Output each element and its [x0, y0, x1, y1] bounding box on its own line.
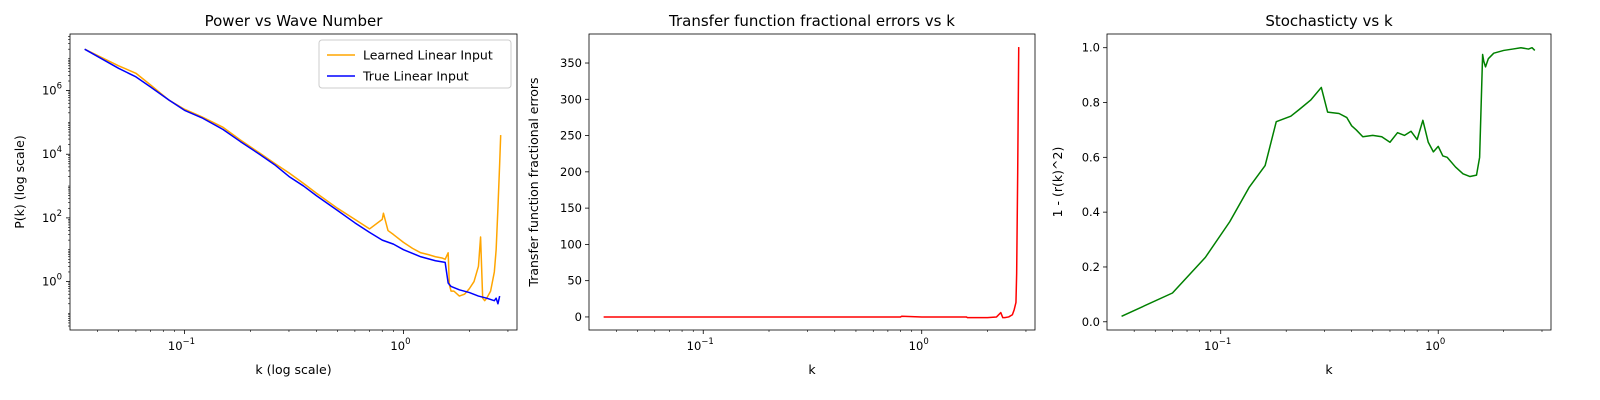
axes-frame: [588, 33, 1036, 331]
x-axis-label: k (log scale): [255, 362, 331, 377]
y-tick-exponent: 0: [57, 273, 62, 283]
x-tick-base: 10: [390, 339, 405, 353]
x-tick-exponent: 0: [1440, 337, 1445, 347]
series-line-1-0: [603, 47, 1020, 319]
y-axis-label: Transfer function fractional errors: [526, 77, 541, 287]
x-tick-label: 100: [909, 337, 929, 353]
y-tick-label: 0.0: [1082, 315, 1100, 329]
y-tick-exponent: 4: [57, 145, 62, 155]
y-tick-base: 10: [42, 84, 57, 98]
y-tick-exponent: 2: [57, 209, 62, 219]
x-tick-base: 10: [1425, 339, 1440, 353]
axes-frame: [69, 33, 518, 331]
x-tick-label: 100: [390, 337, 410, 353]
legend-label: True Linear Input: [362, 69, 469, 84]
y-tick-label: 0.6: [1082, 150, 1100, 164]
y-tick-base: 10: [42, 211, 57, 225]
y-tick-exponent: 6: [57, 82, 62, 92]
legend-label: Learned Linear Input: [363, 48, 493, 63]
y-tick-label: 0.8: [1082, 96, 1100, 110]
x-tick-label: 10−1: [168, 337, 195, 353]
y-tick-label: 0: [575, 310, 582, 324]
y-tick-label: 100: [560, 237, 582, 251]
y-tick-label: 102: [42, 209, 62, 225]
y-tick-label: 0.4: [1082, 205, 1100, 219]
x-tick-exponent: −1: [701, 337, 714, 347]
y-tick-label: 0.2: [1082, 260, 1100, 274]
x-tick-exponent: 0: [923, 337, 928, 347]
x-tick-label: 100: [1425, 337, 1445, 353]
x-tick-exponent: 0: [405, 337, 410, 347]
chart-title: Transfer function fractional errors vs k: [668, 12, 955, 30]
legend-box: [318, 39, 512, 89]
x-tick-label: 10−1: [1204, 337, 1231, 353]
y-tick-label: 104: [42, 145, 62, 161]
series-line-2-0: [1121, 46, 1536, 317]
y-tick-label: 250: [560, 129, 582, 143]
x-axis-label: k: [1325, 362, 1333, 377]
y-tick-label: 106: [42, 82, 62, 98]
x-tick-base: 10: [909, 339, 924, 353]
y-tick-label: 150: [560, 201, 582, 215]
axes-frame: [1106, 33, 1552, 331]
y-tick-label: 1.0: [1082, 41, 1100, 55]
y-axis-label: P(k) (log scale): [12, 135, 27, 229]
chart-title: Stochasticty vs k: [1265, 12, 1393, 30]
x-tick-label: 10−1: [687, 337, 714, 353]
series-line-true-linear-input: [84, 48, 501, 305]
x-tick-exponent: −1: [183, 337, 196, 347]
chart-title: Power vs Wave Number: [205, 12, 384, 30]
y-tick-label: 100: [42, 273, 62, 289]
x-tick-base: 10: [687, 339, 702, 353]
x-axis-label: k: [808, 362, 816, 377]
legend: Learned Linear Input True Linear Input: [318, 39, 512, 89]
y-tick-label: 300: [560, 92, 582, 106]
x-tick-exponent: −1: [1219, 337, 1232, 347]
y-tick-base: 10: [42, 275, 57, 289]
y-axis-label: 1 - (r(k)^2): [1050, 147, 1065, 218]
x-tick-base: 10: [168, 339, 183, 353]
y-tick-base: 10: [42, 147, 57, 161]
y-tick-label: 200: [560, 165, 582, 179]
x-tick-base: 10: [1204, 339, 1219, 353]
series-line-learned-linear-input: [84, 48, 502, 302]
y-tick-label: 50: [567, 274, 582, 288]
y-tick-label: 350: [560, 56, 582, 70]
